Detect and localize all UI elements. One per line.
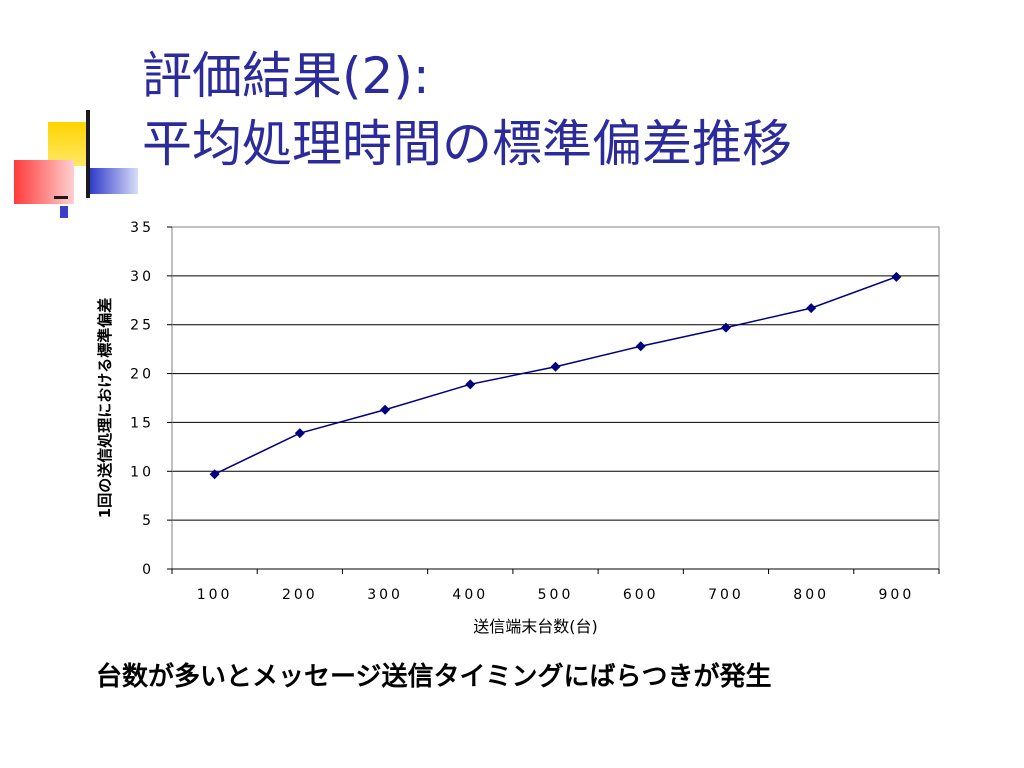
x-axis-title: 送信端末台数(台) (473, 617, 598, 636)
y-axis-ticks: 0 5 10 15 20 25 30 35 (130, 220, 172, 578)
gridlines (172, 275, 939, 521)
x-tick-label: 400 (452, 587, 488, 603)
decorative-blue-square (60, 206, 68, 218)
data-point-marker (635, 341, 646, 352)
data-point-marker (720, 322, 731, 333)
series-line (214, 276, 897, 475)
y-axis-title: 1回の送信処理における標準偏差 (96, 298, 114, 518)
x-tick-label: 600 (623, 587, 659, 603)
slide-title: 評価結果(2): 平均処理時間の標準偏差推移 (142, 42, 792, 178)
plot-area-border (171, 226, 940, 570)
x-tick-label: 800 (793, 587, 829, 603)
decorative-vertical-line (86, 110, 90, 198)
data-point-marker (806, 303, 817, 314)
y-tick-label: 30 (130, 269, 154, 285)
y-tick-label: 0 (142, 562, 154, 578)
slide-title-line2: 平均処理時間の標準偏差推移 (142, 115, 792, 173)
x-axis-ticks: 100 200 300 400 500 600 700 800 900 (171, 569, 940, 603)
data-point-marker (209, 469, 220, 480)
slide-title-line1: 評価結果(2): (142, 47, 430, 105)
data-point-marker (294, 428, 305, 439)
y-tick-label: 10 (130, 464, 154, 480)
x-tick-label: 200 (282, 587, 318, 603)
y-tick-label: 15 (130, 415, 154, 431)
data-point-marker (465, 379, 476, 390)
slide-caption: 台数が多いとメッセージ送信タイミングにばらつきが発生 (96, 662, 772, 692)
decorative-horizontal-line (54, 196, 68, 199)
x-tick-label: 300 (367, 587, 403, 603)
y-tick-label: 5 (142, 513, 154, 529)
y-tick-label: 25 (130, 318, 154, 334)
decorative-yellow-block (48, 122, 88, 166)
decorative-blue-block (88, 168, 138, 194)
data-point-marker (550, 361, 561, 372)
x-tick-label: 900 (879, 587, 915, 603)
y-tick-label: 20 (130, 367, 154, 383)
x-tick-label: 500 (538, 587, 574, 603)
y-tick-label: 35 (130, 220, 154, 236)
data-point-marker (380, 404, 391, 415)
x-tick-label: 700 (708, 587, 744, 603)
x-tick-label: 100 (197, 587, 233, 603)
data-point-marker (891, 271, 902, 282)
series-markers (209, 271, 902, 480)
